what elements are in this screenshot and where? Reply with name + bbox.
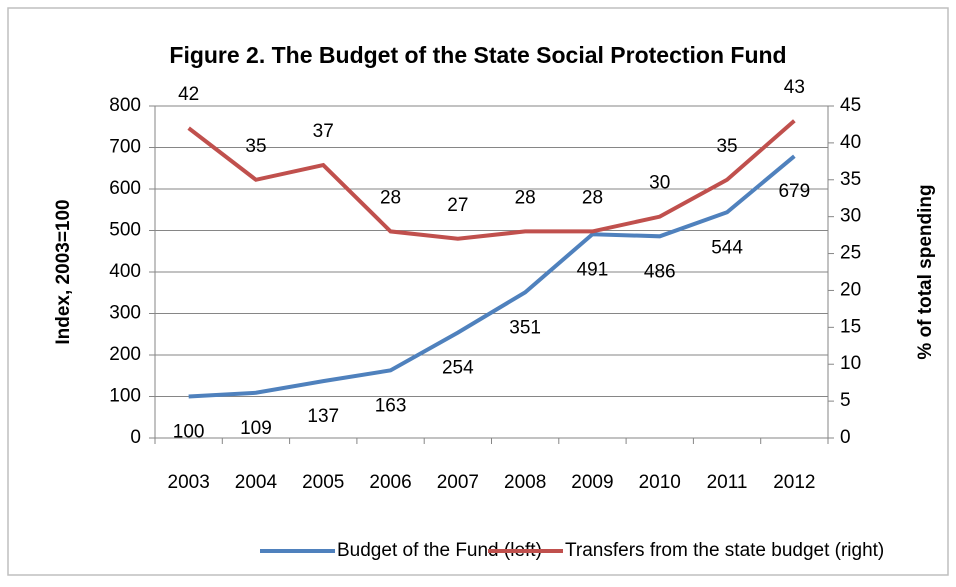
x-tick-label: 2003 <box>168 472 210 493</box>
x-tick-label: 2007 <box>437 472 479 493</box>
data-label: 100 <box>173 422 205 443</box>
data-label: 28 <box>582 187 603 208</box>
data-label: 679 <box>778 181 810 202</box>
y-tick-label: 800 <box>109 95 141 116</box>
y-tick-label: 400 <box>109 261 141 282</box>
series-line <box>187 119 796 241</box>
y2-tick-label: 25 <box>840 243 861 264</box>
data-label: 28 <box>515 187 536 208</box>
data-label: 35 <box>245 136 266 157</box>
y2-tick-label: 45 <box>840 95 861 116</box>
y2-tick-label: 15 <box>840 316 861 337</box>
data-label: 28 <box>380 187 401 208</box>
x-tick-label: 2009 <box>571 472 613 493</box>
y-axis-label: Index, 2003=100 <box>53 199 74 344</box>
x-tick-label: 2012 <box>773 472 815 493</box>
y2-tick-label: 35 <box>840 169 861 190</box>
data-label: 137 <box>307 406 339 427</box>
data-label: 42 <box>178 84 199 105</box>
y2-tick-label: 0 <box>840 427 851 448</box>
data-label: 544 <box>711 237 743 258</box>
data-label: 486 <box>644 261 676 282</box>
data-label: 491 <box>577 259 609 280</box>
data-label: 37 <box>313 121 334 142</box>
data-label: 163 <box>375 395 407 416</box>
legend-label: Budget of the Fund (left) <box>337 540 542 561</box>
x-tick-label: 2010 <box>639 472 681 493</box>
y2-tick-label: 30 <box>840 206 861 227</box>
y2-tick-label: 10 <box>840 353 861 374</box>
data-label: 30 <box>649 173 670 194</box>
y-tick-label: 0 <box>130 427 141 448</box>
data-label: 351 <box>509 317 541 338</box>
y2-tick-label: 40 <box>840 132 861 153</box>
x-tick-label: 2011 <box>707 472 748 493</box>
y2-tick-label: 5 <box>840 390 851 411</box>
x-tick-label: 2006 <box>369 472 411 493</box>
y-tick-label: 600 <box>109 178 141 199</box>
data-label: 35 <box>716 136 737 157</box>
data-label: 109 <box>240 418 272 439</box>
y2-tick-label: 20 <box>840 279 861 300</box>
y-tick-label: 100 <box>109 386 141 407</box>
chart-title: Figure 2. The Budget of the State Social… <box>169 42 786 68</box>
y-tick-label: 700 <box>109 137 141 158</box>
data-label: 254 <box>442 358 474 379</box>
y-tick-label: 500 <box>109 220 141 241</box>
x-tick-label: 2005 <box>302 472 344 493</box>
x-tick-label: 2004 <box>235 472 278 493</box>
x-tick-label: 2008 <box>504 472 546 493</box>
series-line <box>188 154 796 399</box>
legend-label: Transfers from the state budget (right) <box>565 540 884 561</box>
chart-frame <box>7 7 949 576</box>
y-tick-label: 300 <box>109 303 141 324</box>
y-tick-label: 200 <box>109 344 141 365</box>
y2-axis-label: % of total spending <box>915 184 936 359</box>
data-label: 27 <box>447 195 468 216</box>
data-label: 43 <box>784 77 805 98</box>
